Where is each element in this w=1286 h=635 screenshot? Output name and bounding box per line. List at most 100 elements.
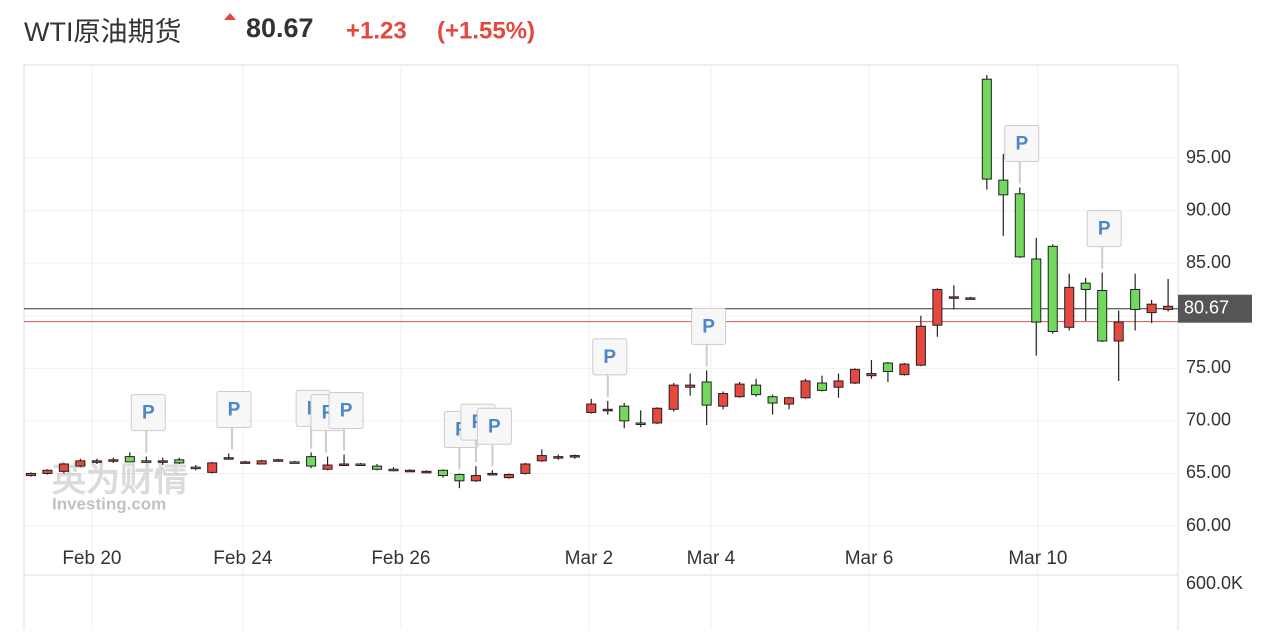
candle-body (833, 380, 844, 388)
candle-body (767, 396, 778, 404)
x-tick-label: Feb 24 (213, 548, 273, 569)
candle-body (586, 403, 597, 413)
candle-body (306, 456, 317, 467)
candle-body (701, 381, 712, 406)
marker-label: P (603, 347, 616, 368)
y2-tick-label: 600.0K (1186, 573, 1243, 593)
marker-label: P (488, 416, 501, 437)
watermark: 英为财情 (52, 461, 188, 499)
marker-label: P (340, 401, 353, 422)
y-tick-label: 85.00 (1186, 252, 1231, 272)
marker-label: P (1015, 133, 1028, 154)
x-tick-label: Mar 10 (1008, 548, 1067, 569)
candle-body (91, 460, 102, 463)
y-tick-label: 70.00 (1186, 410, 1231, 430)
candle-body (734, 383, 745, 398)
candle-body (124, 456, 135, 463)
marker-flag (1004, 124, 1040, 162)
marker-flag (216, 390, 252, 428)
candle-body (932, 288, 943, 326)
candle-body (388, 468, 399, 472)
marker-label: P (228, 399, 241, 420)
candle-body (75, 460, 86, 467)
candle-body (322, 464, 333, 470)
candle-body (339, 463, 350, 466)
candle-body (1047, 245, 1058, 333)
candle-body (1097, 290, 1108, 342)
candle-body (256, 460, 267, 465)
candle-body (520, 463, 531, 474)
candle-body (25, 472, 36, 477)
x-tick-label: Mar 6 (845, 548, 894, 569)
candle-body (751, 384, 762, 396)
candle-body (800, 380, 811, 399)
candle-body (487, 472, 498, 476)
candle-body (108, 459, 119, 462)
candle-body (58, 463, 69, 472)
price-tag-label: 80.67 (1184, 297, 1229, 317)
y-tick-label: 95.00 (1186, 147, 1231, 167)
candle-body (207, 462, 218, 473)
candle-body (635, 422, 646, 425)
candle-body (915, 325, 926, 366)
change-percent: (+1.55%) (437, 17, 535, 44)
candle-body (1130, 288, 1141, 310)
candle-body (273, 459, 284, 462)
marker-flag (1086, 210, 1122, 248)
candle-body (849, 368, 861, 384)
candle-body (1014, 193, 1025, 258)
marker-flag (691, 307, 727, 345)
candle-body (190, 466, 201, 470)
candle-body (718, 393, 729, 407)
last-price: 80.67 (246, 13, 314, 43)
candle-body (503, 474, 514, 479)
candle-body (141, 460, 152, 463)
x-tick-label: Mar 4 (687, 548, 736, 569)
candle-body (602, 408, 613, 412)
candle-body (371, 465, 383, 470)
candle-body (355, 463, 366, 466)
candle-body (1163, 305, 1174, 310)
candle-body (652, 407, 663, 424)
candle-body (1064, 286, 1075, 328)
candle-body (1146, 303, 1157, 314)
y-tick-label: 65.00 (1186, 462, 1231, 482)
x-tick-label: Feb 26 (371, 548, 430, 569)
candle-body (1031, 258, 1042, 323)
candle-body (536, 455, 547, 462)
y-tick-label: 60.00 (1186, 515, 1231, 535)
change: +1.23 (346, 17, 407, 44)
candle-body (404, 469, 416, 473)
candle-body (866, 373, 877, 377)
marker-label: P (1098, 219, 1111, 240)
marker-flag (328, 392, 364, 430)
candle-body (223, 457, 234, 460)
candle-body (948, 296, 959, 299)
candle-body (668, 384, 679, 410)
candle-body (685, 384, 696, 388)
candle-body (42, 469, 53, 474)
marker-label: P (142, 403, 155, 424)
y-tick-label: 75.00 (1186, 357, 1231, 377)
marker-flag (592, 338, 628, 376)
x-tick-label: Feb 20 (62, 548, 121, 569)
candle-body (240, 461, 251, 464)
candle-body (965, 297, 976, 300)
marker-flag (130, 394, 166, 432)
candle-body (981, 78, 992, 180)
candle-body (454, 474, 465, 482)
candle-body (470, 475, 481, 482)
candle-body (998, 179, 1009, 196)
x-tick-label: Mar 2 (565, 548, 614, 569)
candle-body (437, 469, 448, 477)
marker-flag (476, 407, 512, 445)
candle-body (1113, 321, 1124, 342)
candle-body (784, 397, 795, 405)
candle-body (619, 405, 630, 422)
candle-body (421, 470, 432, 474)
marker-label: P (702, 316, 715, 337)
y-tick-label: 90.00 (1186, 199, 1231, 219)
candle-body (882, 362, 893, 372)
